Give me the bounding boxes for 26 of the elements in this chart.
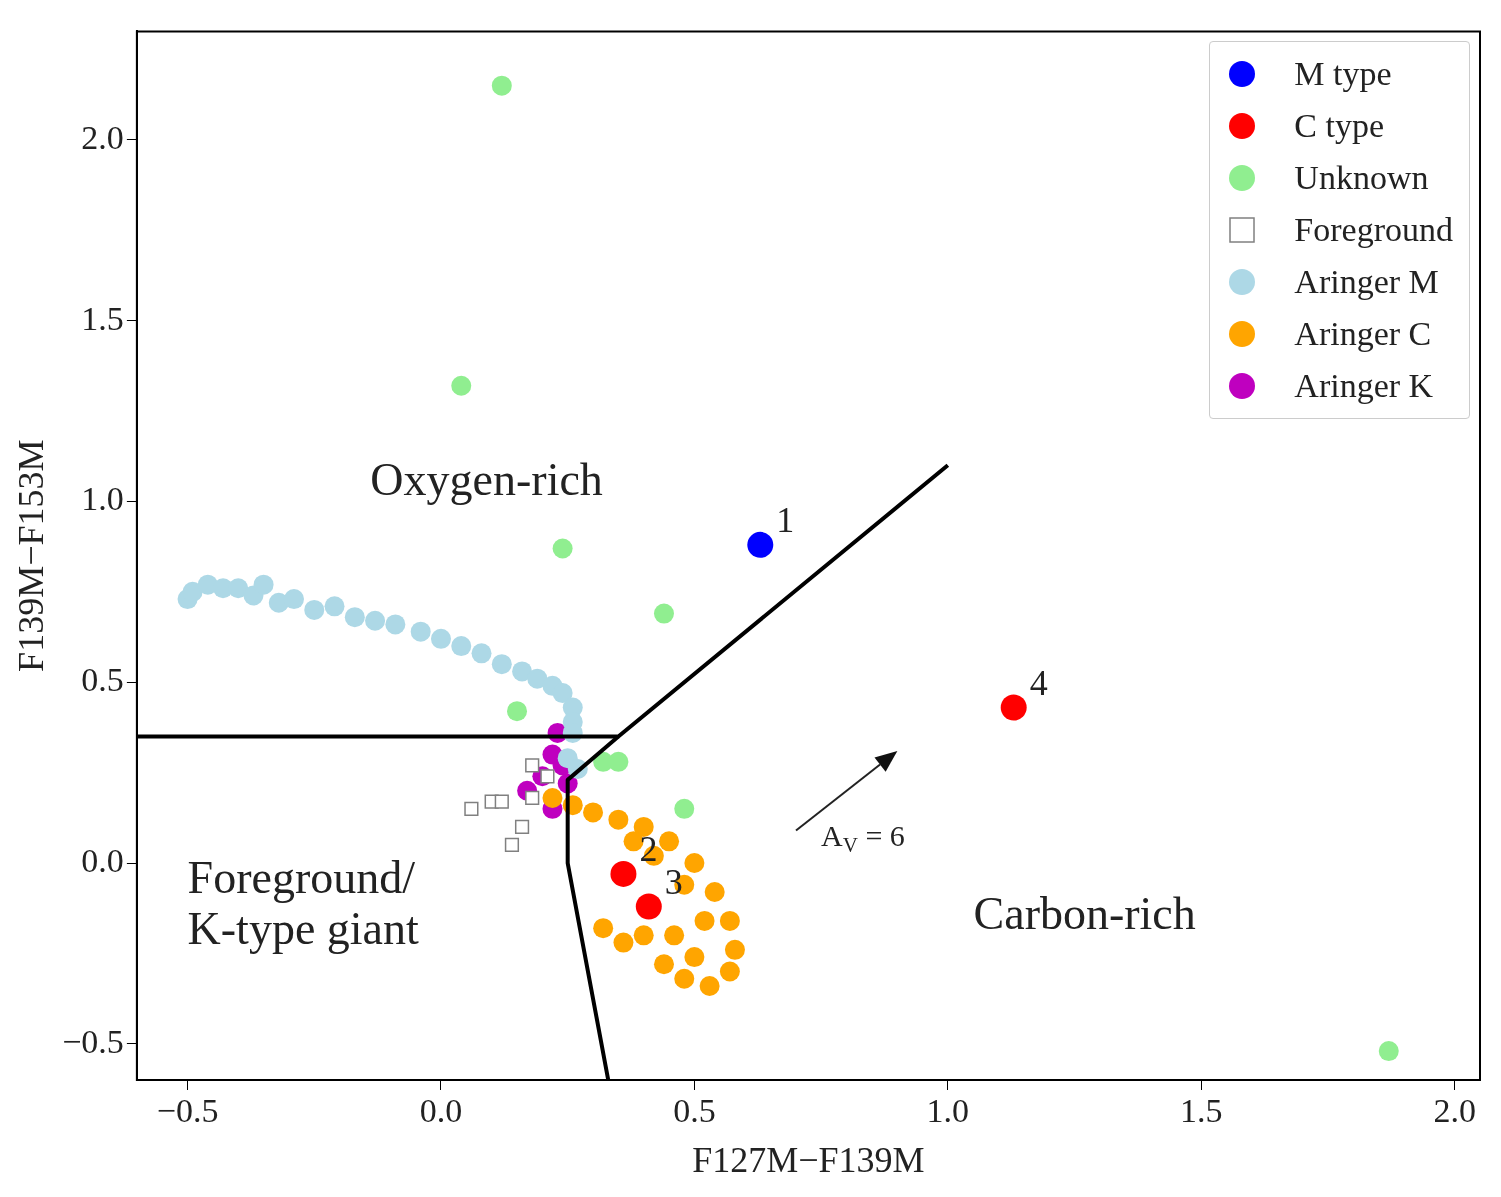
- annotation: Carbon-rich: [973, 888, 1196, 940]
- legend-label: Unknown: [1294, 159, 1429, 198]
- legend-label: Aringer C: [1294, 315, 1432, 354]
- x-tick-label: −0.5: [156, 1092, 219, 1130]
- x-tick-label: 0.0: [419, 1092, 463, 1130]
- legend-label: Foreground: [1294, 211, 1453, 250]
- legend-label: M type: [1294, 55, 1392, 94]
- annotation: Oxygen-rich: [370, 454, 603, 506]
- y-axis-title: F139M−F153M: [11, 439, 52, 672]
- legend-label: Aringer M: [1294, 263, 1439, 302]
- x-tick-label: 1.0: [926, 1092, 970, 1130]
- y-tick-label: 2.0: [81, 118, 124, 156]
- x-tick-label: 0.5: [673, 1092, 716, 1130]
- legend-label: C type: [1294, 107, 1385, 146]
- x-tick-label: 1.5: [1179, 1092, 1223, 1130]
- y-tick-label: 1.5: [81, 299, 124, 337]
- y-tick-label: 0.0: [81, 841, 124, 879]
- y-tick-label: 1.0: [81, 480, 124, 518]
- x-axis-title: F127M−F139M: [692, 1139, 925, 1180]
- annotation: 1: [776, 500, 795, 541]
- annotation: Foreground/ K-type giant: [187, 852, 419, 954]
- y-tick-label: 0.5: [81, 661, 124, 699]
- legend-label: Aringer K: [1294, 367, 1434, 406]
- x-tick-label: 2.0: [1433, 1092, 1476, 1130]
- annotation: 4: [1029, 663, 1048, 704]
- y-tick-label: −0.5: [62, 1022, 124, 1060]
